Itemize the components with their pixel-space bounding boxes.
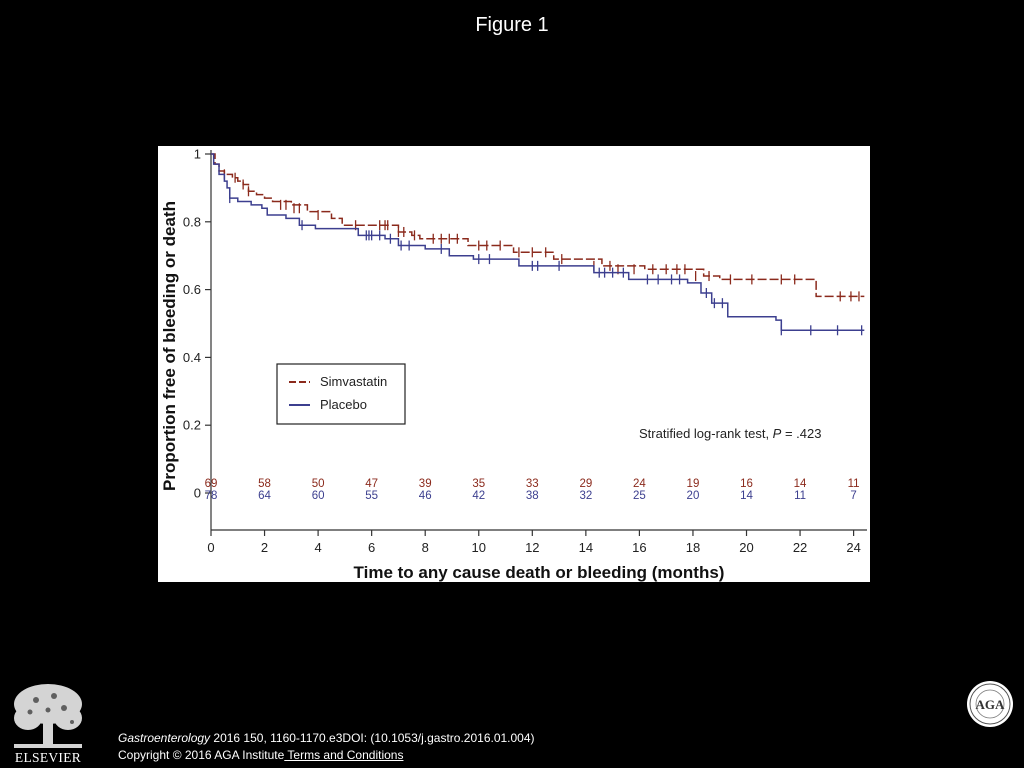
at-risk-simvastatin: 39 [419,478,432,490]
km-curve-simvastatin [211,153,865,298]
x-tick-label: 4 [314,540,321,555]
km-curve-placebo [211,153,865,332]
at-risk-placebo: 38 [526,490,539,502]
at-risk-placebo: 32 [579,490,592,502]
km-chart: 00.20.40.60.810 2 4 6 8 10 12 14 16 18 20 22 24 6978… [160,147,867,582]
x-tick-label: 10 [472,540,486,555]
elsevier-logo: ELSEVIER [8,680,88,766]
at-risk-placebo: 11 [794,490,806,502]
footer-citation: Gastroenterology 2016 150, 1160-1170.e3D… [118,731,535,745]
at-risk-simvastatin: 35 [472,478,485,490]
x-tick-label: 6 [368,540,375,555]
x-axis-title: Time to any cause death or bleeding (mon… [354,563,725,582]
aga-seal-logo: AGA [967,681,1013,727]
y-tick-label: 1 [194,147,201,162]
x-tick-label: 18 [686,540,700,555]
y-axis-title: Proportion free of bleeding or death [160,201,179,491]
chart-panel: 0 0.2 0.4 0.6 0.8 1 0 2 4 6 8 10 12 14 16 18 20 22 24 69 78… [158,146,870,582]
at-risk-simvastatin: 11 [848,478,860,490]
at-risk-placebo: 60 [312,490,325,502]
at-risk-placebo: 42 [472,490,485,502]
at-risk-simvastatin: 33 [526,478,539,490]
copyright-text: Copyright © 2016 AGA Institute [118,748,285,762]
y-tick-label: 0.6 [183,282,201,297]
at-risk-placebo: 7 [850,490,856,502]
x-tick-label: 20 [739,540,753,555]
logrank-prefix: Stratified log-rank test, [639,426,773,441]
logrank-p-value: = .423 [781,426,821,441]
at-risk-simvastatin: 14 [794,478,807,490]
x-tick-label: 14 [579,540,593,555]
x-tick-label: 12 [525,540,539,555]
at-risk-placebo: 78 [205,490,218,502]
at-risk-simvastatin: 24 [633,478,646,490]
at-risk-placebo: 55 [365,490,378,502]
logrank-annotation: Stratified log-rank test, P = .423 [639,426,821,441]
y-tick-label: 0.2 [183,418,201,433]
terms-link[interactable]: Terms and Conditions [284,748,404,762]
legend-label-simvastatin: Simvastatin [320,374,387,389]
y-tick-label: 0 [194,486,201,501]
citation-details: 2016 150, 1160-1170.e3DOI: (10.1053/j.ga… [210,731,535,745]
at-risk-placebo: 46 [419,490,432,502]
x-tick-label: 2 [261,540,268,555]
x-tick-label: 22 [793,540,807,555]
journal-name: Gastroenterology [118,731,211,745]
y-tick-label: 0.4 [183,350,201,365]
elsevier-wordmark: ELSEVIER [15,750,81,765]
x-tick-label: 8 [422,540,429,555]
at-risk-placebo: 20 [687,490,700,502]
at-risk-simvastatin: 69 [205,478,218,490]
footer-copyright: Copyright © 2016 AGA Institute Terms and… [118,748,403,762]
at-risk-simvastatin: 29 [579,478,592,490]
y-tick-label: 0.8 [183,214,201,229]
at-risk-simvastatin: 58 [258,478,271,490]
seal-monogram: AGA [976,697,1006,712]
at-risk-placebo: 25 [633,490,646,502]
at-risk-simvastatin: 50 [312,478,325,490]
at-risk-simvastatin: 16 [740,478,753,490]
at-risk-simvastatin: 47 [365,478,378,490]
x-tick-label: 16 [632,540,646,555]
at-risk-simvastatin: 19 [687,478,700,490]
logrank-p-symbol: P [773,426,782,441]
legend-label-placebo: Placebo [320,397,367,412]
legend-box [276,363,406,425]
legend: Simvastatin Placebo [276,363,406,425]
axes-layer: 00.20.40.60.810 2 4 6 8 10 12 14 16 18 20 22 24 [183,147,867,555]
slide-title: Figure 1 [475,14,549,36]
at-risk-placebo: 14 [740,490,753,502]
at-risk-placebo: 64 [258,490,271,502]
curves-layer [211,153,865,336]
x-tick-label: 24 [846,540,860,555]
x-tick-label: 0 [207,540,214,555]
